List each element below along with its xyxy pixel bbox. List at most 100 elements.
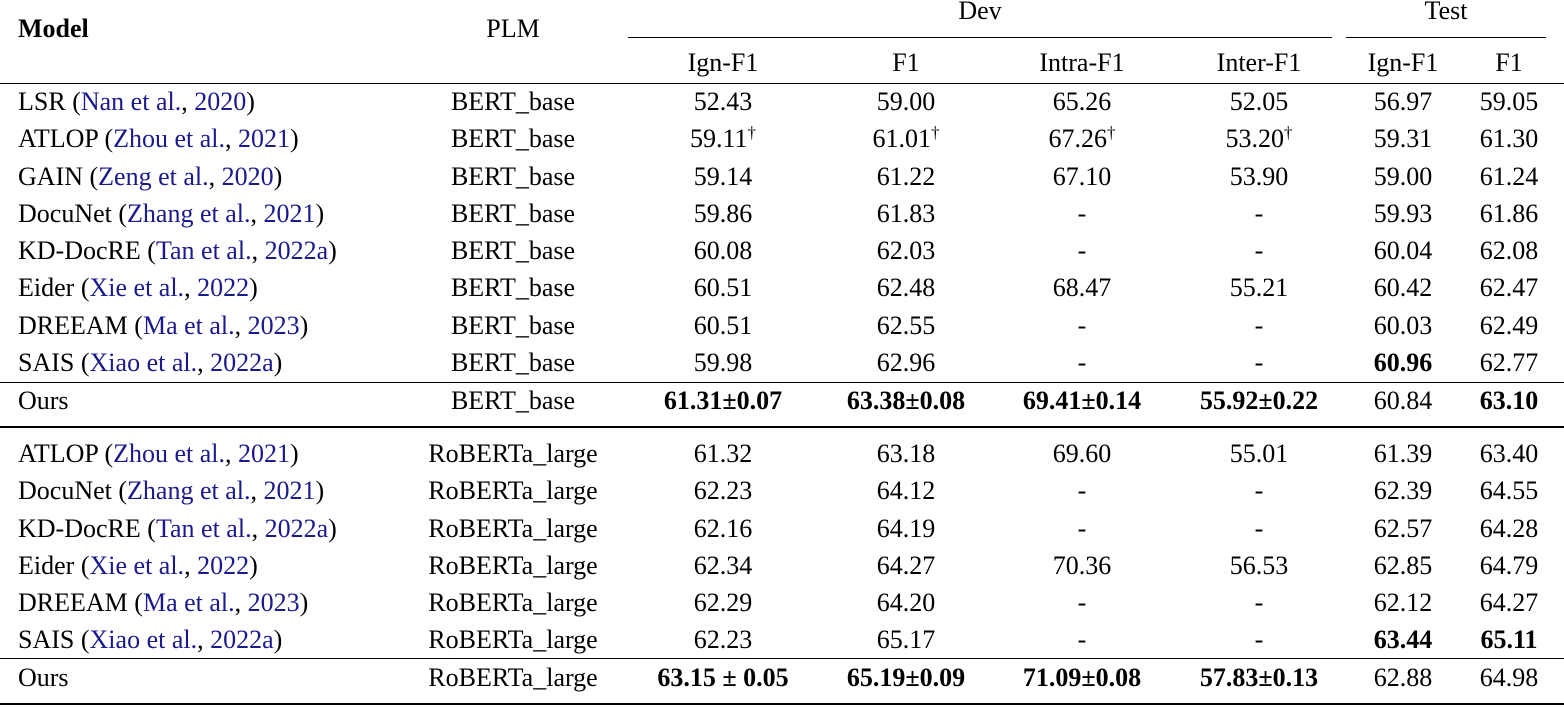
dev-intra-f1-value: -: [1077, 625, 1087, 655]
citation-author[interactable]: Tan et al.: [155, 236, 252, 266]
model-cell: DocuNet (Zhang et al., 2021): [18, 476, 325, 506]
citation-year[interactable]: 2022a: [264, 513, 329, 543]
citation-year[interactable]: 2022a: [264, 236, 329, 266]
model-cell: DREEAM (Ma et al., 2023): [18, 588, 309, 618]
plm-cell: BERT_base: [450, 348, 576, 378]
table-row: SAIS (Xiao et al., 2022a) RoBERTa_large 62…: [0, 621, 1564, 658]
dev-inter-f1-value: -: [1254, 198, 1264, 228]
citation-author[interactable]: Zhang et al.: [127, 198, 251, 228]
plm-cell: RoBERTa_large: [428, 550, 598, 580]
dev-intra-f1-value: 65.26: [1052, 87, 1112, 116]
citation-author[interactable]: Xie et al.: [89, 550, 185, 580]
model-name: DREEAM: [18, 310, 128, 340]
test-f1-value: 64.27: [1479, 588, 1539, 618]
header-dev-intra-f1: Intra-F1: [1039, 48, 1125, 77]
table-row: ATLOP (Zhou et al., 2021) BERT_base 59.11†…: [0, 120, 1564, 157]
model-name: DREEAM: [18, 588, 128, 618]
dev-f1-value: 64.27: [876, 550, 936, 580]
model-name: Eider: [18, 273, 75, 303]
citation-year[interactable]: 2022: [197, 550, 250, 580]
plm-cell: BERT_base: [450, 386, 576, 415]
dev-f1-value: 63.18: [876, 439, 936, 468]
bert-base-group: LSR (Nan et al., 2020) BERT_base 52.43 59.0…: [0, 83, 1564, 381]
model-cell: KD-DocRE (Tan et al., 2022a): [18, 236, 337, 266]
test-f1-value: 61.24: [1479, 161, 1539, 191]
test-ign-f1-value: 63.44: [1373, 625, 1433, 655]
citation-year[interactable]: 2023: [247, 588, 300, 618]
table-row: KD-DocRE (Tan et al., 2022a) BERT_base 60.…: [0, 232, 1564, 269]
test-f1-value: 63.40: [1479, 439, 1539, 468]
dev-ign-f1-value: 52.43: [693, 87, 753, 116]
model-name: Eider: [18, 550, 75, 580]
plm-cell: RoBERTa_large: [428, 439, 598, 468]
model-cell: Ours: [18, 382, 69, 419]
citation-year[interactable]: 2022a: [210, 625, 274, 655]
citation-author[interactable]: Ma et al.: [142, 588, 235, 618]
citation-author[interactable]: Zhang et al.: [127, 476, 251, 506]
citation-year[interactable]: 2022a: [210, 348, 274, 378]
test-f1-value: 62.77: [1479, 348, 1539, 378]
citation-year[interactable]: 2022: [197, 273, 250, 303]
model-cell: SAIS (Xiao et al., 2022a): [18, 625, 283, 655]
dev-inter-f1-value: 55.92±0.22: [1199, 386, 1319, 415]
dev-inter-f1-value: -: [1254, 513, 1264, 543]
model-cell: ATLOP (Zhou et al., 2021): [18, 439, 299, 468]
citation-author[interactable]: Xie et al.: [89, 273, 185, 303]
test-ign-f1-value: 60.96: [1373, 348, 1433, 378]
citation-author[interactable]: Zhou et al.: [113, 124, 226, 154]
ours-row: Ours RoBERTa_large 63.15 ± 0.05 65.19±0.09 7…: [0, 659, 1564, 696]
citation-author[interactable]: Tan et al.: [155, 513, 252, 543]
test-f1-value: 63.10: [1479, 386, 1539, 415]
dev-f1-value: 62.96: [876, 348, 936, 378]
dev-f1-value: 63.38±0.08: [846, 386, 966, 415]
table-row: KD-DocRE (Tan et al., 2022a) RoBERTa_larg…: [0, 510, 1564, 547]
dev-intra-f1-value: 69.41±0.14: [1022, 386, 1142, 415]
test-f1-value: 65.11: [1480, 625, 1538, 655]
test-ign-f1-value: 59.93: [1373, 198, 1433, 228]
citation-author[interactable]: Ma et al.: [142, 310, 235, 340]
dev-intra-f1-value: -: [1077, 513, 1087, 543]
model-name: KD-DocRE: [18, 236, 141, 266]
model-name: DocuNet: [18, 198, 112, 228]
dev-f1-value: 62.03: [876, 236, 936, 266]
dev-f1-value: 61.22: [876, 161, 936, 191]
citation-author[interactable]: Nan et al.: [80, 87, 182, 116]
citation-year[interactable]: 2021: [238, 439, 291, 468]
citation-year[interactable]: 2021: [263, 476, 316, 506]
plm-cell: BERT_base: [450, 198, 576, 228]
dev-intra-f1-value: 67.26†: [1048, 123, 1116, 154]
test-ign-f1-value: 60.03: [1373, 310, 1433, 340]
plm-cell: BERT_base: [450, 273, 576, 303]
table-row: DREEAM (Ma et al., 2023) RoBERTa_large 62.…: [0, 584, 1564, 621]
dev-ign-f1-value: 62.16: [693, 513, 753, 543]
citation-author[interactable]: Xiao et al.: [89, 625, 198, 655]
test-f1-value: 64.98: [1479, 663, 1539, 692]
citation-author[interactable]: Zhou et al.: [113, 439, 226, 468]
model-name: DocuNet: [18, 476, 112, 506]
model-name: LSR: [18, 87, 66, 116]
dev-underline: [628, 37, 1332, 38]
header-dev-inter-f1: Inter-F1: [1216, 48, 1302, 77]
group-separator-rule: [0, 426, 1564, 428]
citation-author[interactable]: Xiao et al.: [89, 348, 198, 378]
dev-intra-f1-value: 70.36: [1052, 550, 1112, 580]
plm-cell: BERT_base: [450, 236, 576, 266]
header-plm: PLM: [486, 14, 540, 43]
citation-year[interactable]: 2020: [221, 161, 274, 191]
dev-intra-f1-value: 71.09±0.08: [1022, 663, 1142, 692]
citation-year[interactable]: 2020: [194, 87, 247, 116]
citation-year[interactable]: 2021: [238, 124, 291, 154]
table-row: Eider (Xie et al., 2022) RoBERTa_large 62.…: [0, 547, 1564, 584]
roberta-large-ours: Ours RoBERTa_large 63.15 ± 0.05 65.19±0.09 7…: [0, 659, 1564, 696]
header-model: Model: [18, 14, 89, 43]
header-dev: Dev: [958, 0, 1002, 25]
citation-author[interactable]: Zeng et al.: [98, 161, 209, 191]
citation-year[interactable]: 2023: [247, 310, 300, 340]
citation-year[interactable]: 2021: [263, 198, 316, 228]
model-cell: GAIN (Zeng et al., 2020): [18, 161, 283, 191]
ours-row: Ours BERT_base 61.31±0.07 63.38±0.08 69.41±0…: [0, 382, 1564, 419]
test-ign-f1-value: 62.12: [1373, 588, 1433, 618]
model-name: ATLOP: [18, 124, 98, 154]
test-ign-f1-value: 60.04: [1373, 236, 1433, 266]
test-ign-f1-value: 59.00: [1373, 161, 1433, 191]
